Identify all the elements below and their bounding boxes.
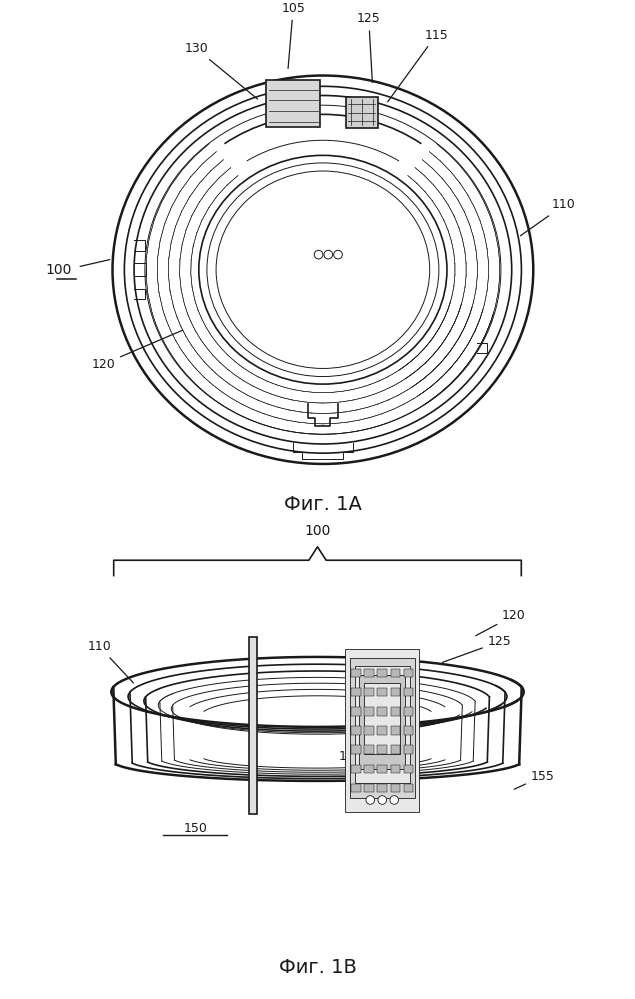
Bar	[391, 668, 400, 677]
Text: 120: 120	[476, 608, 526, 635]
Bar	[391, 764, 400, 773]
Bar	[351, 783, 361, 792]
Text: 100: 100	[46, 263, 72, 277]
Bar	[404, 783, 413, 792]
Text: Фиг. 1В: Фиг. 1В	[279, 958, 356, 977]
Bar	[377, 745, 387, 754]
Bar	[404, 764, 413, 773]
Text: 125: 125	[357, 12, 380, 83]
Bar	[266, 80, 320, 127]
Bar	[351, 745, 361, 754]
Bar	[364, 668, 374, 677]
Bar	[351, 707, 361, 715]
Text: 105: 105	[339, 750, 378, 779]
Text: 105: 105	[281, 2, 305, 69]
Bar	[404, 726, 413, 735]
Bar	[391, 726, 400, 735]
Bar	[377, 687, 387, 696]
Bar	[404, 668, 413, 677]
Bar	[377, 764, 387, 773]
Text: 110: 110	[521, 199, 576, 236]
Bar	[377, 783, 387, 792]
Bar	[377, 707, 387, 715]
Bar	[364, 726, 374, 735]
Bar	[351, 726, 361, 735]
Text: Фиг. 1А: Фиг. 1А	[284, 495, 362, 513]
Text: 115: 115	[387, 29, 448, 102]
Bar	[364, 687, 374, 696]
Text: 125: 125	[443, 635, 511, 662]
Bar	[391, 783, 400, 792]
Bar	[404, 687, 413, 696]
Bar	[364, 764, 374, 773]
Bar	[377, 726, 387, 735]
Bar	[377, 668, 387, 677]
Bar	[404, 745, 413, 754]
Polygon shape	[249, 637, 257, 814]
Bar	[355, 666, 410, 783]
Circle shape	[366, 795, 375, 804]
Text: 100: 100	[304, 523, 331, 537]
Bar	[359, 675, 405, 769]
Bar	[350, 657, 415, 797]
Bar	[345, 649, 419, 812]
Bar	[351, 687, 361, 696]
Bar	[351, 668, 361, 677]
Circle shape	[390, 795, 399, 804]
Bar	[351, 764, 361, 773]
Bar	[364, 745, 374, 754]
Bar	[404, 707, 413, 715]
Bar	[345, 97, 378, 128]
Bar	[364, 683, 400, 754]
Text: 110: 110	[88, 640, 133, 683]
Bar	[391, 745, 400, 754]
Text: 115: 115	[356, 688, 385, 716]
Bar	[364, 707, 374, 715]
Text: 155: 155	[514, 769, 555, 789]
Text: 120: 120	[91, 330, 183, 371]
Bar	[391, 687, 400, 696]
Text: 130: 130	[184, 42, 258, 99]
Text: 150: 150	[184, 822, 207, 835]
Bar	[391, 707, 400, 715]
Bar	[364, 783, 374, 792]
Circle shape	[378, 795, 387, 804]
